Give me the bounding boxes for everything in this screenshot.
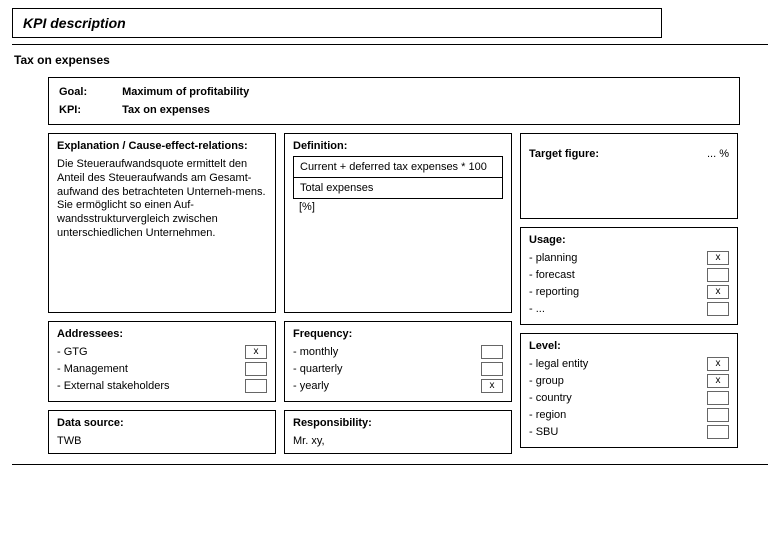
level-list-row: - region [529, 407, 729, 423]
usage-list-label: - reporting [529, 286, 579, 298]
level-list-row: - SBU [529, 424, 729, 440]
addressees-list-row: - Management [57, 361, 267, 377]
definition-panel: Definition: Current + deferred tax expen… [284, 133, 512, 313]
frequency-title: Frequency: [293, 328, 503, 340]
responsibility-title: Responsibility: [293, 417, 503, 429]
goal-label: Goal: [59, 86, 119, 98]
addressees-list-row: - External stakeholders [57, 378, 267, 394]
usage-list-checkbox[interactable] [707, 268, 729, 282]
level-list-label: - legal entity [529, 358, 588, 370]
definition-formula: Current + deferred tax expenses * 100 To… [293, 156, 503, 199]
explanation-text: Die Steueraufwandsquote ermittelt den An… [57, 158, 267, 241]
frequency-list-checkbox[interactable]: x [481, 379, 503, 393]
usage-list-row: - planning x [529, 250, 729, 266]
header-box: Goal: Maximum of profitability KPI: Tax … [48, 77, 740, 125]
usage-list-row: - reporting x [529, 284, 729, 300]
datasource-panel: Data source: TWB [48, 410, 276, 454]
col-mid: Definition: Current + deferred tax expen… [284, 133, 512, 454]
frequency-list-label: - monthly [293, 346, 338, 358]
usage-list-checkbox[interactable]: x [707, 285, 729, 299]
level-title: Level: [529, 340, 729, 352]
col-left: Explanation / Cause-effect-relations: Di… [48, 133, 276, 454]
usage-list-row: - ... [529, 301, 729, 317]
addressees-list-label: - Management [57, 363, 128, 375]
page-title-box: KPI description [12, 8, 662, 38]
usage-list-label: - forecast [529, 269, 575, 281]
usage-list-label: - planning [529, 252, 577, 264]
level-list-row: - country [529, 390, 729, 406]
addressees-panel: Addressees: - GTG x - Management - External… [48, 321, 276, 402]
definition-numerator: Current + deferred tax expenses * 100 [294, 157, 502, 178]
addressees-list-checkbox[interactable] [245, 362, 267, 376]
frequency-list-row: - quarterly [293, 361, 503, 377]
goal-value: Maximum of profitability [122, 86, 249, 98]
addressees-list-row: - GTG x [57, 344, 267, 360]
frequency-list-checkbox[interactable] [481, 345, 503, 359]
frequency-list: - monthly - quarterly - yearly x [293, 344, 503, 394]
target-label: Target figure: [529, 148, 599, 160]
usage-list: - planning x - forecast - reporting x - ... [529, 250, 729, 317]
level-list-row: - group x [529, 373, 729, 389]
datasource-value: TWB [57, 435, 267, 447]
usage-list-row: - forecast [529, 267, 729, 283]
target-value: ... % [707, 148, 729, 160]
goal-row: Goal: Maximum of profitability [59, 86, 729, 98]
col-right: Target figure: ... % Usage: - planningx-… [520, 133, 738, 454]
frequency-list-row: - yearly x [293, 378, 503, 394]
level-list-checkbox[interactable]: x [707, 374, 729, 388]
responsibility-value: Mr. xy, [293, 435, 503, 447]
definition-unit: [%] [293, 199, 503, 213]
level-list-label: - region [529, 409, 566, 421]
explanation-title: Explanation / Cause-effect-relations: [57, 140, 267, 152]
datasource-title: Data source: [57, 417, 267, 429]
top-rule [12, 44, 768, 45]
target-panel: Target figure: ... % [520, 133, 738, 219]
level-panel: Level: - legal entityx- groupx- country-… [520, 333, 738, 448]
level-list-label: - country [529, 392, 572, 404]
addressees-list-label: - External stakeholders [57, 380, 170, 392]
kpi-value: Tax on expenses [122, 104, 210, 116]
definition-denominator: Total expenses [294, 178, 502, 198]
usage-title: Usage: [529, 234, 729, 246]
frequency-list-row: - monthly [293, 344, 503, 360]
kpi-row: KPI: Tax on expenses [59, 104, 729, 116]
bottom-rule [12, 464, 768, 465]
content: Goal: Maximum of profitability KPI: Tax … [48, 77, 740, 454]
section-title: Tax on expenses [14, 53, 780, 67]
columns: Explanation / Cause-effect-relations: Di… [48, 133, 740, 454]
addressees-list-label: - GTG [57, 346, 88, 358]
usage-list-checkbox[interactable] [707, 302, 729, 316]
usage-list-label: - ... [529, 303, 545, 315]
responsibility-panel: Responsibility: Mr. xy, [284, 410, 512, 454]
frequency-list-label: - quarterly [293, 363, 343, 375]
definition-title: Definition: [293, 140, 503, 152]
addressees-list-checkbox[interactable] [245, 379, 267, 393]
level-list-row: - legal entity x [529, 356, 729, 372]
frequency-list-checkbox[interactable] [481, 362, 503, 376]
level-list-label: - group [529, 375, 564, 387]
frequency-panel: Frequency: - monthly - quarterly - yearly x [284, 321, 512, 402]
frequency-list-label: - yearly [293, 380, 329, 392]
addressees-list-checkbox[interactable]: x [245, 345, 267, 359]
usage-panel: Usage: - planning x - forecast - reporting x… [520, 227, 738, 325]
usage-list-checkbox[interactable]: x [707, 251, 729, 265]
level-list-checkbox[interactable] [707, 408, 729, 422]
kpi-label: KPI: [59, 104, 119, 116]
level-list-checkbox[interactable] [707, 391, 729, 405]
level-list-label: - SBU [529, 426, 558, 438]
level-list: - legal entity x - group x - country - region… [529, 356, 729, 440]
explanation-panel: Explanation / Cause-effect-relations: Di… [48, 133, 276, 313]
level-list-checkbox[interactable] [707, 425, 729, 439]
level-list-checkbox[interactable]: x [707, 357, 729, 371]
addressees-title: Addressees: [57, 328, 267, 340]
page-title: KPI description [23, 15, 126, 31]
addressees-list: - GTG x - Management - External stakeholder… [57, 344, 267, 394]
